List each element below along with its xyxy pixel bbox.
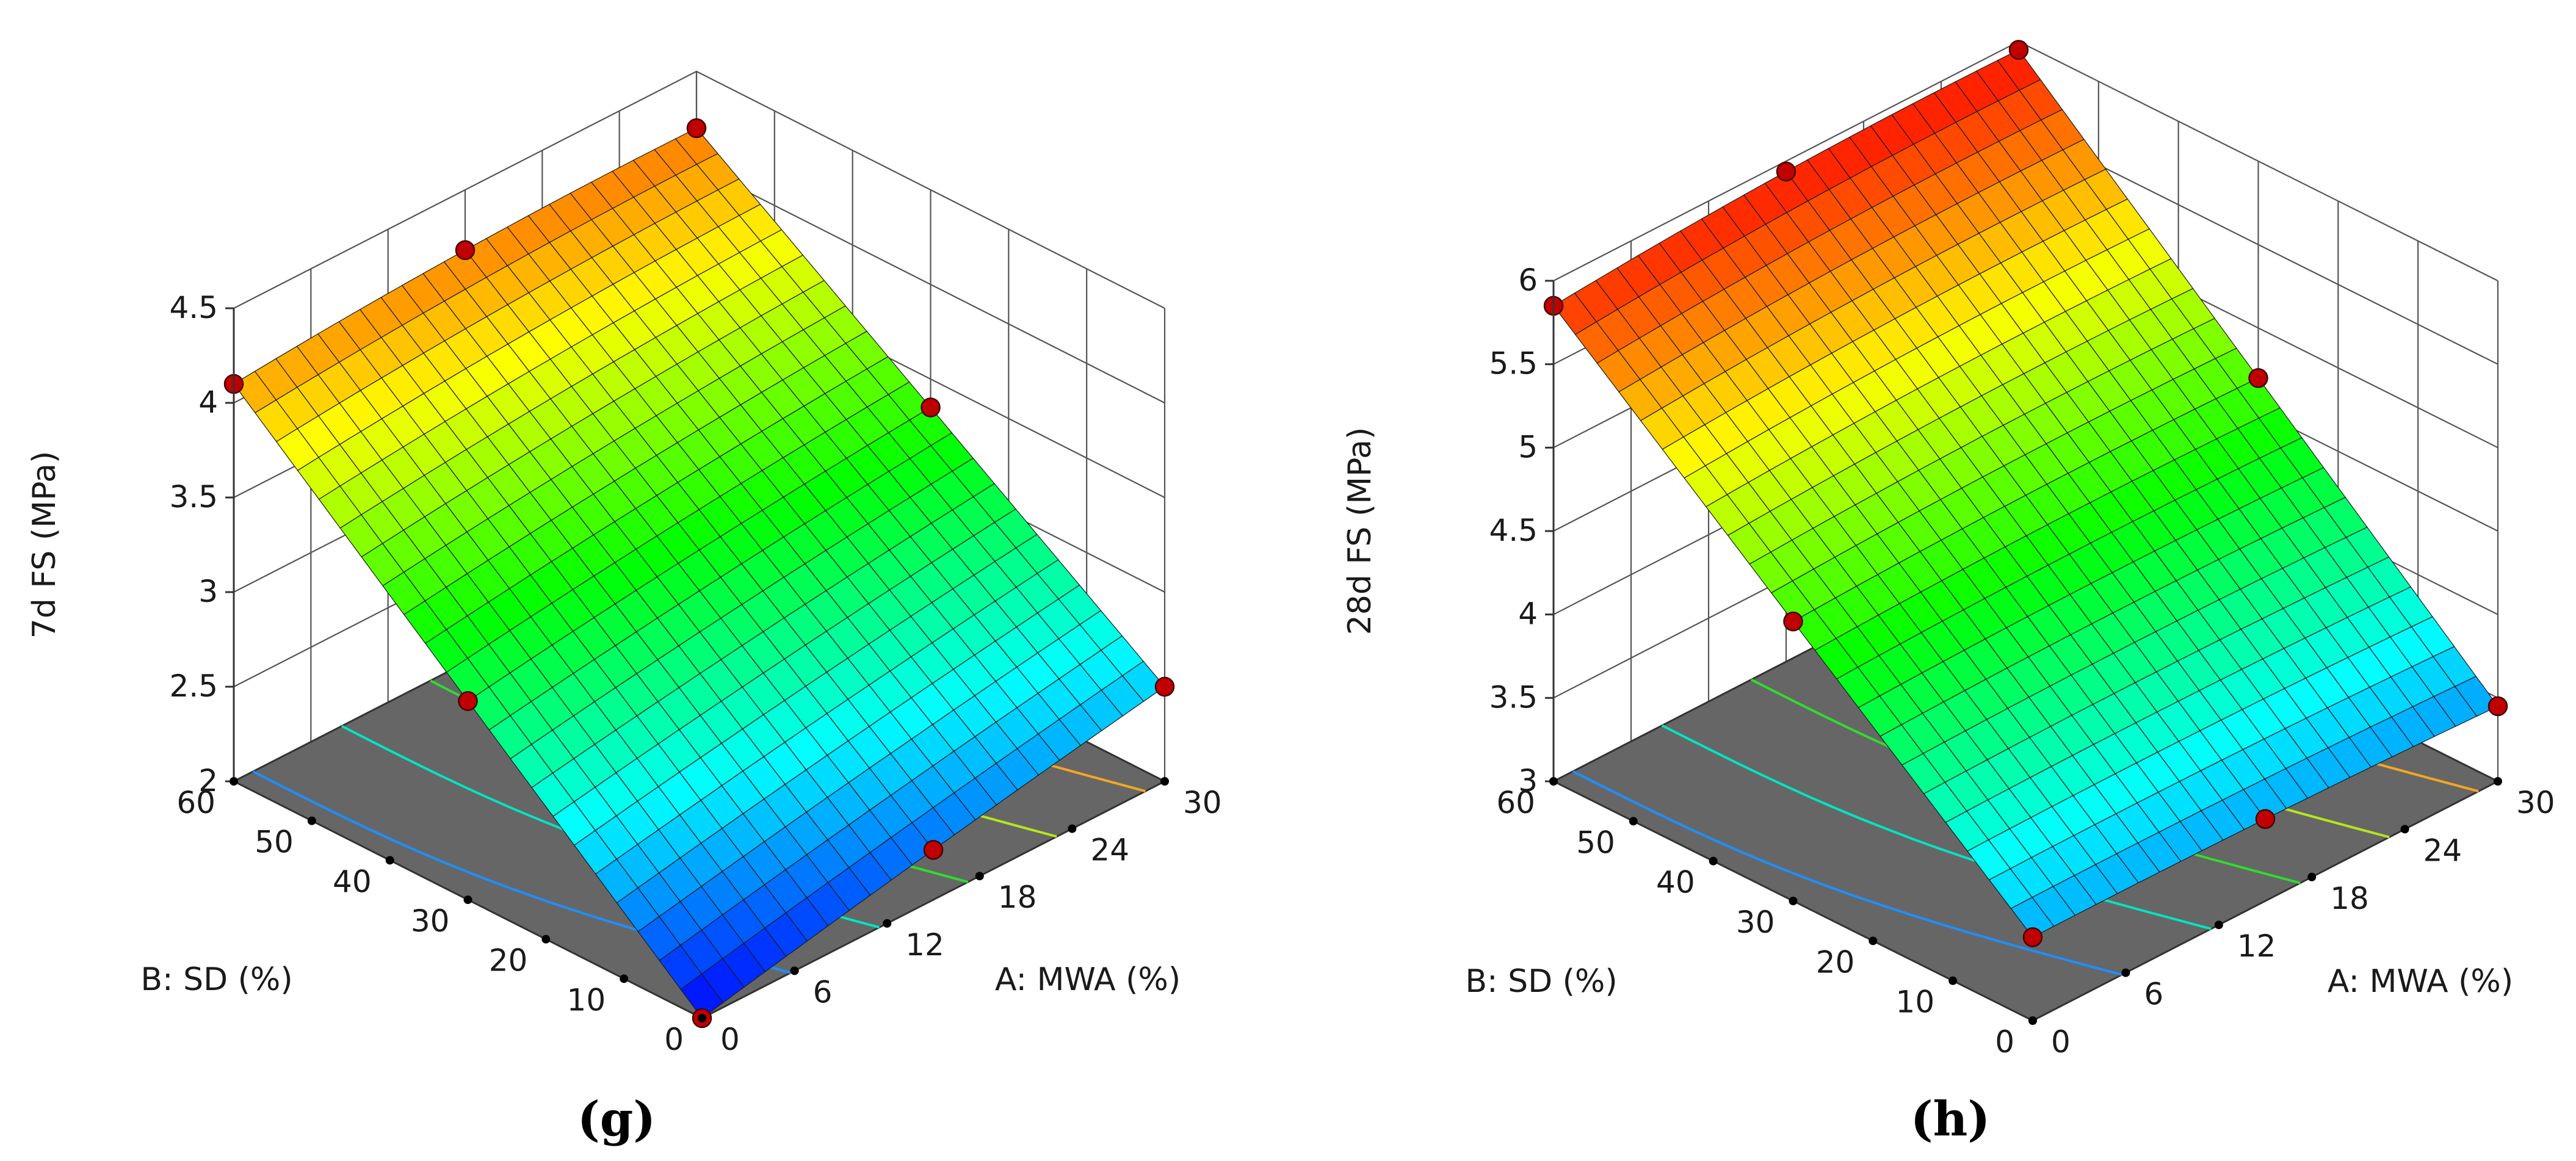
x-tick-label: 12 [2237, 928, 2276, 964]
x-tick-label: 6 [2144, 977, 2163, 1012]
z-tick-label: 2 [198, 763, 218, 798]
panel-label-h: (h) [1911, 1091, 1991, 1147]
z-axis-title: 7d FS (MPa) [26, 451, 63, 638]
z-tick-label: 3 [198, 574, 218, 609]
y-tick [307, 816, 316, 825]
design-point [2255, 809, 2276, 829]
x-tick [1160, 777, 1169, 786]
panel-g-surface-plot: 2 2.5 3 3.5 4 4.5 7d FS (MPa) 0 6 12 18 24 30 0 10 20 30… [26, 70, 1222, 1057]
z-tick-label: 3.5 [1489, 679, 1538, 715]
surface-cell [680, 973, 724, 1019]
y-axis-title: B: SD (%) [140, 961, 292, 998]
y-tick [463, 895, 472, 904]
y-axis-title: B: SD (%) [1465, 963, 1617, 1000]
y-tick-label: 50 [255, 825, 294, 860]
y-tick [385, 856, 394, 865]
x-tick [2494, 777, 2502, 786]
x-tick-label: 30 [1183, 785, 1222, 820]
x-axis-title: A: MWA (%) [995, 961, 1181, 998]
y-tick-label: 20 [489, 943, 528, 978]
y-tick-label: 30 [1736, 905, 1775, 940]
y-tick-label: 20 [1816, 944, 1855, 980]
y-tick-label: 60 [176, 785, 215, 820]
x-tick-label: 0 [720, 1022, 740, 1057]
x-tick-label: 6 [813, 974, 833, 1010]
contour-line [1661, 724, 2212, 930]
axes: 2 2.5 3 3.5 4 4.5 7d FS (MPa) 0 6 12 18 24 30 0 10 20 30… [26, 290, 1222, 1057]
z-tick-label: 5.5 [1489, 346, 1538, 382]
y-tick [541, 935, 551, 944]
y-tick [1549, 777, 1558, 786]
x-tick [1068, 824, 1077, 833]
design-point [921, 397, 941, 418]
y-tick [698, 1014, 706, 1022]
y-tick-label: 10 [567, 982, 606, 1018]
y-tick [230, 777, 238, 786]
design-point [2487, 696, 2508, 717]
x-tick-label: 0 [2051, 1024, 2071, 1060]
y-tick [620, 974, 629, 983]
axes: 3 3.5 4 4.5 5 5.5 6 28d FS (MPa) 0 6 12 18 24 30 0 10 20… [1342, 262, 2555, 1060]
response-surface [233, 128, 1165, 1019]
y-tick [1869, 936, 1878, 946]
y-tick [1709, 856, 1718, 866]
y-tick [1789, 897, 1798, 905]
design-point [2248, 368, 2268, 388]
design-point [923, 840, 944, 860]
surface-cell [2010, 897, 2055, 938]
y-tick-label: 0 [1995, 1024, 2014, 1060]
x-tick-label: 24 [2423, 833, 2462, 868]
x-tick [975, 872, 984, 881]
x-tick [2214, 920, 2223, 930]
x-tick-label: 12 [905, 927, 944, 963]
x-tick [790, 966, 799, 975]
y-tick [2028, 1016, 2037, 1025]
panel-h-surface-plot: 3 3.5 4 4.5 5 5.5 6 28d FS (MPa) 0 6 12 18 24 30 0 10 20… [1342, 40, 2555, 1060]
y-tick-label: 40 [1656, 865, 1695, 900]
response-surface [1553, 49, 2498, 938]
z-tick-label: 3 [1518, 763, 1538, 798]
design-point [1783, 611, 1803, 632]
z-tick-label: 2.5 [169, 668, 218, 704]
z-tick-label: 6 [1518, 262, 1538, 298]
y-tick-label: 30 [411, 903, 450, 939]
x-tick [883, 919, 892, 928]
z-tick-label: 4.5 [169, 290, 218, 325]
design-point [458, 691, 478, 711]
z-axis-title: 28d FS (MPa) [1342, 427, 1378, 635]
y-tick-label: 40 [333, 864, 372, 899]
y-tick [1948, 976, 1958, 985]
z-tick-label: 4 [198, 385, 218, 420]
design-point [1776, 161, 1796, 182]
contour-line [1572, 770, 2122, 976]
y-tick-label: 10 [1896, 985, 1935, 1020]
x-tick-label: 18 [998, 880, 1037, 915]
design-point [455, 240, 476, 260]
z-tick-label: 5 [1518, 429, 1538, 465]
panel-label-g: (g) [577, 1091, 656, 1147]
y-tick-label: 60 [1496, 785, 1535, 820]
x-axis-title: A: MWA (%) [2328, 963, 2513, 1000]
x-tick-label: 24 [1090, 833, 1129, 868]
y-tick-label: 0 [664, 1022, 684, 1057]
x-tick-label: 18 [2330, 881, 2369, 916]
design-point [686, 118, 707, 139]
y-tick [1629, 817, 1638, 826]
z-tick-label: 4.5 [1489, 513, 1538, 548]
x-tick [2307, 872, 2317, 881]
x-tick [2121, 968, 2130, 977]
x-tick [2400, 825, 2409, 834]
design-point [2008, 40, 2029, 60]
design-point [1154, 676, 1175, 697]
y-tick-label: 50 [1576, 825, 1615, 860]
design-point [2022, 927, 2043, 947]
x-tick-label: 30 [2516, 785, 2555, 820]
z-tick-label: 3.5 [169, 479, 218, 515]
z-tick-label: 4 [1518, 596, 1538, 632]
